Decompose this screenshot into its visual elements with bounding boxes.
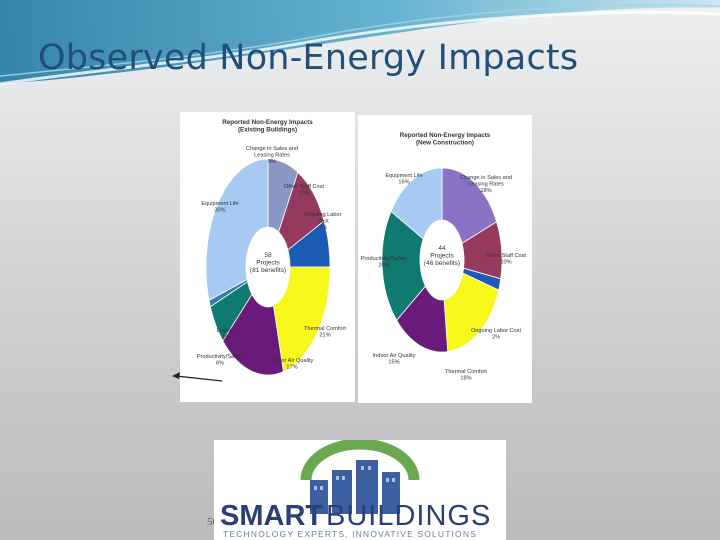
logo-word-smart: SMART [220,500,323,532]
chart-title: Reported Non-Energy Impacts (Existing Bui… [222,119,313,134]
pie-chart-existing-buildings: Reported Non-Energy Impacts (Existing Bui… [197,119,346,376]
slice-label-sales: Change in Sales and Leasing Rates 18% [460,175,512,194]
donut-center-label: 58 Projects (81 benefits) [250,252,286,274]
page-number: 50 [207,516,218,528]
slice-label-liability: Liability 1% [217,328,236,340]
slide-title: Observed Non-Energy Impacts [38,38,579,78]
header-wave-band [0,0,720,86]
chart-panel-new-construction: Reported Non-Energy Impacts (New Construc… [358,115,532,403]
logo-graphic: SMART BUILDINGS TECHNOLOGY EXPERTS, INNO… [220,438,491,539]
chart-panel-existing-buildings: Reported Non-Energy Impacts (Existing Bui… [180,112,355,402]
donut-hole [246,227,290,307]
slice-label-labor: Ongoing Labor Cost 2% [471,328,522,340]
slice-label-prod: Productivity/Safety 20% [361,256,408,268]
slice-label-equip: Equipment Life 16% [385,173,422,185]
slice-label-iaq: Indoor Air Quality 15% [373,353,416,365]
pie-chart-new-construction: Reported Non-Energy Impacts (New Construc… [361,132,527,381]
donut-hole [420,220,464,300]
slice-label-equip: Equipment Life 30% [201,201,238,213]
slice-label-sales: Change in Sales and Leasing Rates 8% [246,146,298,165]
donut-center-label: 44 Projects (46 benefits) [424,245,460,267]
smart-buildings-logo: SMART BUILDINGS TECHNOLOGY EXPERTS, INNO… [214,438,506,540]
chart-title: Reported Non-Energy Impacts (New Construc… [400,132,491,147]
slice-label-labor: Ongoing Labor Cost 7% [304,212,341,231]
logo-word-buildings: BUILDINGS [326,500,491,532]
logo-tagline: TECHNOLOGY EXPERTS, INNOVATIVE SOLUTIONS [223,529,477,539]
pointer-arrow-icon [172,372,223,382]
slice-label-thermal: Thermal Comfort 21% [304,326,346,338]
slice-label-thermal: Thermal Comfort 18% [445,369,487,381]
slice-label-iaq: Indoor Air Quality 17% [271,358,314,370]
slice-label-staff: Other Staff Cost 10% [486,253,526,265]
slice-label-prod: Productivity/Safety 6% [197,354,244,366]
slice-label-staff: Other Staff Cost 10% [284,184,324,196]
